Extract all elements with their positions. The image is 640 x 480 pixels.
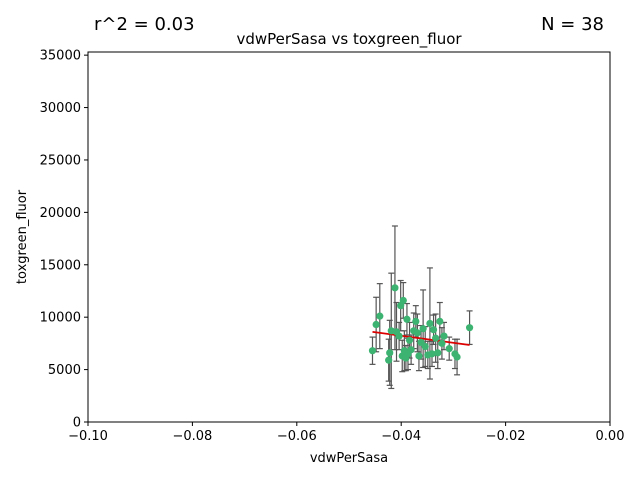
data-point (428, 350, 436, 358)
sample-count-label: N = 38 (541, 14, 604, 35)
r-squared-label: r^2 = 0.03 (94, 14, 195, 35)
x-tick-label: −0.02 (486, 429, 526, 444)
y-axis-label: toxgreen_fluor (15, 189, 30, 284)
chart-title: vdwPerSasa vs toxgreen_fluor (236, 30, 462, 49)
data-point (395, 332, 403, 340)
x-tick-label: −0.10 (68, 429, 108, 444)
y-tick-label: 15000 (40, 258, 81, 273)
data-point (412, 317, 420, 325)
data-point (391, 284, 399, 292)
data-point (440, 332, 448, 340)
data-point (421, 342, 429, 351)
x-tick-label: −0.06 (277, 429, 317, 444)
data-point (419, 325, 427, 333)
data-point (372, 320, 380, 329)
data-point (413, 329, 421, 337)
data-point (465, 324, 474, 332)
data-point (385, 356, 393, 364)
axes-frame (87, 51, 611, 423)
data-point (399, 296, 407, 305)
data-point (445, 345, 453, 353)
data-point (405, 336, 414, 344)
data-point (436, 317, 444, 325)
y-axis: 0 5000 10000 15000 20000 25000 30000 35000 (40, 49, 88, 431)
data-point (434, 349, 442, 357)
x-tick-label: −0.04 (381, 429, 421, 444)
data-point (453, 353, 461, 361)
x-axis: −0.10 −0.08 −0.06 −0.04 −0.02 0.00 (68, 422, 624, 444)
data-point (386, 349, 394, 357)
y-tick-label: 0 (73, 416, 81, 431)
plot-area (88, 52, 610, 422)
x-tick-label: −0.08 (172, 429, 212, 444)
data-point (407, 346, 415, 354)
y-tick-label: 30000 (40, 101, 81, 116)
fit-line (372, 330, 470, 346)
y-tick-label: 25000 (40, 153, 81, 168)
data-point (429, 326, 438, 334)
x-axis-label: vdwPerSasa (310, 451, 388, 466)
y-tick-label: 5000 (48, 363, 81, 378)
data-point (432, 334, 440, 342)
fit-line-group (372, 330, 470, 346)
data-points (368, 284, 474, 364)
data-point (426, 319, 434, 328)
data-point (438, 339, 446, 347)
y-tick-label: 10000 (40, 311, 81, 326)
x-tick-label: 0.00 (596, 429, 625, 444)
data-point (376, 312, 384, 320)
y-tick-label: 35000 (40, 49, 81, 64)
data-point (403, 315, 411, 323)
axes-background (88, 52, 610, 422)
y-tick-label: 20000 (40, 206, 81, 221)
data-point (368, 347, 377, 355)
data-point (415, 352, 423, 360)
